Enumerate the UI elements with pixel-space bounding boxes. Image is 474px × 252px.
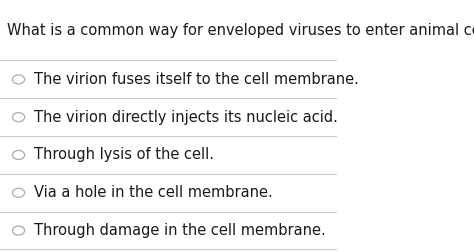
Text: Through lysis of the cell.: Through lysis of the cell. [34, 147, 214, 163]
Text: The virion directly injects its nucleic acid.: The virion directly injects its nucleic … [34, 110, 337, 125]
Text: Via a hole in the cell membrane.: Via a hole in the cell membrane. [34, 185, 273, 200]
Text: Through damage in the cell membrane.: Through damage in the cell membrane. [34, 223, 326, 238]
Text: What is a common way for enveloped viruses to enter animal cells?: What is a common way for enveloped virus… [7, 23, 474, 38]
Text: The virion fuses itself to the cell membrane.: The virion fuses itself to the cell memb… [34, 72, 358, 87]
